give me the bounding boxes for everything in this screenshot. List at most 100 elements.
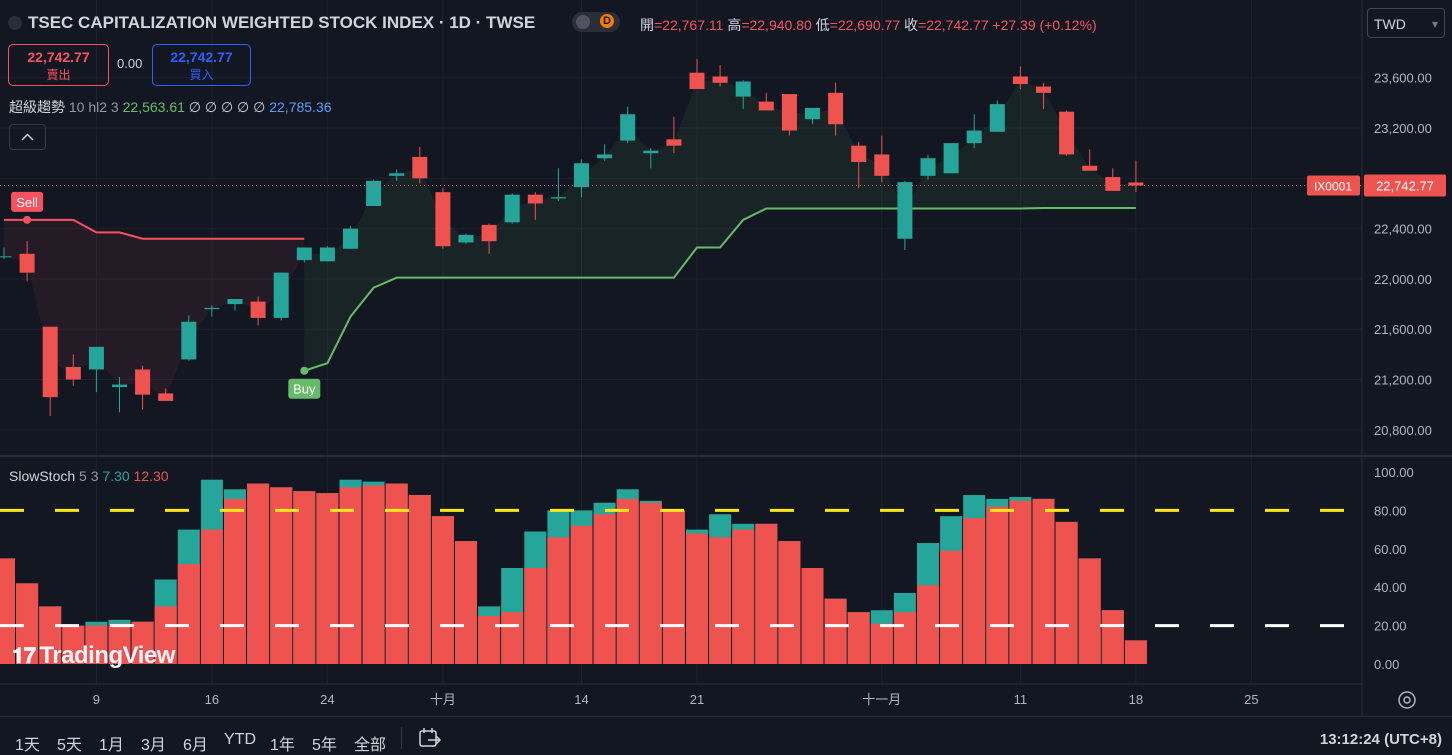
change-value: +27.39 (+0.12%) (992, 17, 1097, 33)
signal-label: Sell (16, 195, 38, 210)
range-3m-button[interactable]: 3月 (141, 737, 166, 754)
candles (0, 58, 1144, 417)
chevron-down-icon: ▾ (1431, 17, 1438, 31)
chart-title: TSEC CAPITALIZATION WEIGHTED STOCK INDEX… (8, 13, 535, 33)
stoch-d-bar (177, 564, 200, 664)
time-tick-label: 16 (205, 692, 219, 707)
stoch-d-bar (154, 606, 177, 664)
stoch-d-bar (431, 516, 454, 664)
candle-body (966, 130, 982, 144)
stoch-d-bar (270, 487, 293, 664)
current-price-tag: 22,742.77 (1376, 179, 1434, 194)
stoch-d-bar (224, 498, 246, 664)
stoch-d-bar (0, 558, 15, 664)
slowstoch-legend[interactable]: SlowStoch 5 3 7.30 12.30 (9, 468, 169, 484)
goto-date-icon[interactable] (418, 727, 442, 749)
stoch-d-bar (940, 550, 963, 664)
price-tick-label: 20,800.00 (1374, 423, 1432, 438)
sell-price: 22,742.77 (27, 49, 90, 65)
stoch-d-bar (62, 625, 85, 664)
price-tick-label: 23,200.00 (1374, 121, 1432, 136)
time-tick-label: 21 (690, 692, 704, 707)
open-value: =22,767.11 (654, 17, 724, 33)
stoch-d-bar (547, 537, 570, 664)
stoch-d-bar (108, 623, 131, 664)
stoch-d-bar (200, 529, 223, 664)
candle-body (1012, 76, 1028, 85)
chart-canvas[interactable]: 9 16 24 十月 14 21 十一月 11 18 25 20,800.00 21,200.00 21… (0, 0, 1452, 716)
candle-body (319, 247, 335, 262)
range-1d-button[interactable]: 1天 (15, 737, 40, 754)
candle-body (343, 228, 358, 249)
time-tick-label: 9 (93, 692, 100, 707)
supertrend-up-line (303, 207, 1136, 372)
signal-badge (288, 378, 321, 399)
candle-body (135, 369, 151, 395)
stoch-d-bar (570, 525, 593, 664)
range-5d-button[interactable]: 5天 (57, 737, 82, 754)
range-ytd-button[interactable]: YTD (224, 731, 256, 748)
signal-label: Buy (293, 382, 316, 397)
buy-button[interactable]: 22,742.77 買入 (152, 44, 251, 86)
ohlc-legend: 開=22,767.11 高=22,940.80 低=22,690.77 收=22… (640, 15, 1097, 35)
price-tick-label: 22,000.00 (1374, 272, 1432, 287)
range-all-button[interactable]: 全部 (354, 737, 387, 754)
stoch-d-bar (524, 568, 547, 664)
range-1m-button[interactable]: 1月 (99, 737, 124, 754)
supertrend-down-line (4, 218, 305, 240)
candle-body (227, 299, 243, 305)
stoch-d-bar (824, 598, 847, 664)
clock[interactable]: 13:12:24 (UTC+8) (1319, 731, 1442, 748)
candle-body (1128, 182, 1144, 186)
candle-body (758, 101, 774, 111)
candle-body (897, 182, 913, 239)
candle-body (851, 145, 867, 162)
candle-body (943, 143, 959, 174)
stoch-d-bar (131, 621, 154, 664)
stoch-d-bar (732, 529, 755, 664)
time-tick-label: 25 (1244, 692, 1258, 707)
stoch-d-bar (1032, 498, 1055, 664)
supertrend-value-2: 22,785.36 (269, 99, 332, 115)
stoch-d-bar (362, 485, 385, 664)
toolbar-divider (401, 727, 402, 749)
buy-label: 買入 (189, 68, 214, 82)
slowstoch-params: 5 3 (79, 468, 99, 484)
supertrend-legend[interactable]: 超級趨勢 10 hl2 3 22,563.61 ∅ ∅ ∅ ∅ ∅ 22,785… (9, 97, 332, 117)
time-tick-label: 14 (574, 692, 588, 707)
currency-select[interactable]: TWD ▾ (1367, 8, 1445, 38)
candle-body (181, 321, 197, 360)
stoch-d-bar (1124, 640, 1147, 664)
stoch-d-bar (16, 583, 39, 664)
signal-dot (23, 215, 32, 224)
time-tick-label: 十月 (430, 692, 456, 707)
stoch-d-bar (847, 612, 870, 664)
range-1y-button[interactable]: 1年 (270, 737, 295, 754)
time-tick-label: 18 (1129, 692, 1143, 707)
symbol-tag-bg (1307, 175, 1360, 196)
candle-body (366, 180, 382, 206)
candle-body (481, 224, 497, 242)
gear-center (1403, 696, 1411, 704)
market-status-toggle[interactable]: D (572, 12, 620, 32)
collapse-legend-button[interactable] (9, 124, 46, 150)
range-6m-button[interactable]: 6月 (183, 737, 208, 754)
supertrend-fill (4, 79, 1136, 398)
gear-ring (1398, 691, 1416, 709)
stoch-d-bar (917, 585, 939, 664)
delayed-badge: D (600, 14, 614, 28)
slowstoch-d-value: 12.30 (133, 468, 169, 484)
candle-body (504, 194, 520, 223)
candle-body (920, 158, 936, 176)
range-5y-button[interactable]: 5年 (312, 737, 337, 754)
candle-body (296, 247, 312, 261)
symbol-logo-icon (8, 16, 22, 30)
candle-body (527, 194, 543, 204)
slowstoch-name: SlowStoch (9, 468, 76, 484)
sell-button[interactable]: 22,742.77 賣出 (8, 44, 109, 86)
stoch-d-bar (85, 625, 108, 664)
stoch-d-bar (339, 487, 362, 664)
stoch-d-bar (293, 491, 316, 664)
stoch-d-bar (870, 623, 893, 664)
candle-body (19, 253, 35, 273)
